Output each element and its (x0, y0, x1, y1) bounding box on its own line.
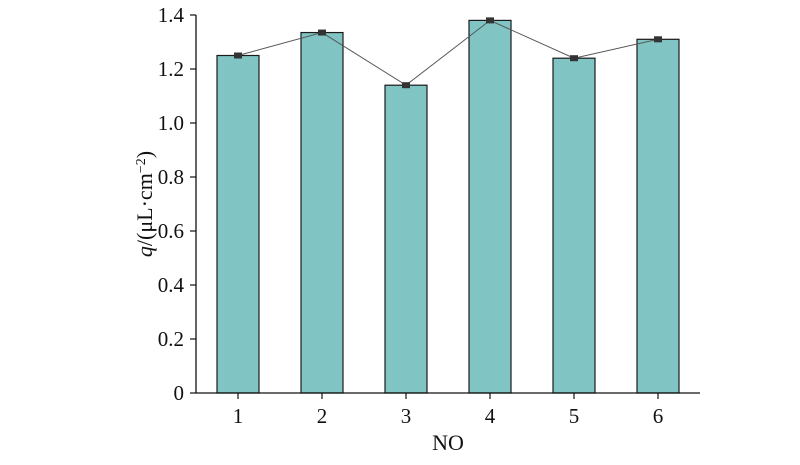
y-axis-title: q/(μL·cm−2) (132, 151, 157, 257)
x-tick-label: 1 (233, 404, 244, 428)
y-axis-variable: q (132, 246, 157, 257)
bar-6 (636, 38, 680, 394)
y-tick-label: 0.2 (158, 327, 184, 351)
y-tick-label: 0.8 (158, 165, 184, 189)
x-tick-label: 4 (485, 404, 496, 428)
y-tick-label: 1.0 (158, 111, 184, 135)
point-marker-2 (318, 29, 326, 36)
bars-layer (216, 19, 680, 394)
y-axis-unit-close: ) (132, 151, 157, 158)
point-marker-4 (486, 17, 494, 24)
y-tick-label: 0.6 (158, 219, 184, 243)
point-marker-5 (570, 55, 578, 62)
series-line (237, 19, 659, 86)
line-layer (234, 17, 662, 89)
x-tick-label: 6 (653, 404, 664, 428)
bar-4 (468, 19, 512, 394)
bar-2 (300, 31, 344, 394)
x-tick-label: 3 (401, 404, 412, 428)
point-marker-1 (234, 52, 242, 59)
point-marker-3 (402, 82, 410, 89)
bar-1 (216, 54, 260, 394)
y-axis-unit: /(μL·cm (132, 173, 157, 246)
y-tick-label: 1.2 (158, 57, 184, 81)
y-tick-label: 1.4 (158, 3, 185, 27)
bar-5 (552, 57, 596, 394)
x-tick-label: 5 (569, 404, 580, 428)
bar-3 (384, 84, 428, 394)
y-tick-label: 0.4 (158, 273, 185, 297)
y-tick-label: 0 (174, 381, 185, 405)
point-marker-6 (654, 36, 662, 43)
axes-layer (190, 14, 700, 399)
labels-layer: 0 0.2 0.4 0.6 0.8 1.0 1.2 1.4 1 2 3 4 5 6 (158, 3, 664, 428)
y-axis-unit-exponent: −2 (134, 158, 149, 173)
x-axis-title: NO (432, 430, 464, 455)
x-tick-label: 2 (317, 404, 328, 428)
